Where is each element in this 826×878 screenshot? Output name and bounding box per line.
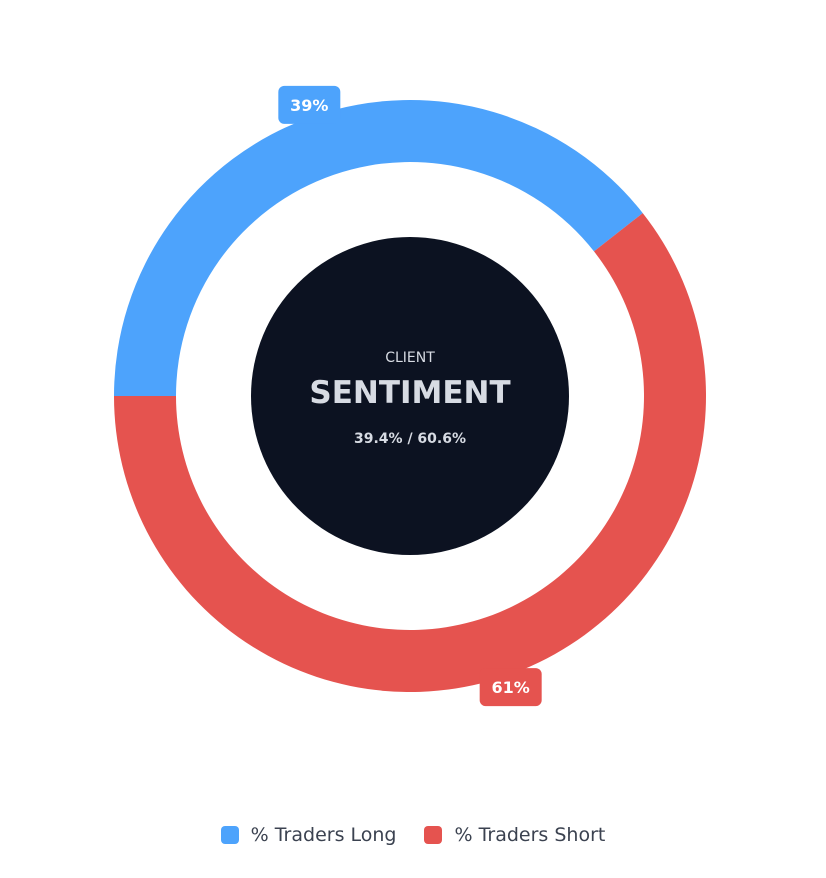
legend-item-traders-long[interactable]: % Traders Long — [220, 824, 397, 846]
chart-legend: % Traders Long % Traders Short — [0, 824, 826, 846]
data-label-text: 61% — [492, 678, 530, 697]
donut-slices — [114, 100, 706, 692]
legend-swatch-short — [424, 826, 443, 844]
data-label-badge — [479, 668, 542, 707]
center-disc — [251, 237, 569, 555]
sentiment-donut-chart: CLIENT SENTIMENT 39.4% / 60.6% 39% 61% — [114, 85, 706, 707]
legend-label-long: % Traders Long — [250, 824, 397, 846]
legend-swatch-long — [220, 826, 239, 844]
center-label-ratio: 39.4% / 60.6% — [354, 431, 466, 447]
data-label-short: 61% — [479, 668, 542, 707]
legend-label-short: % Traders Short — [454, 824, 606, 846]
center-label-sentiment: SENTIMENT — [309, 375, 510, 411]
data-label-text: 39% — [290, 96, 328, 115]
center-label-client: CLIENT — [385, 350, 435, 366]
donut-slice-long[interactable] — [114, 100, 643, 396]
data-labels: 39% 61% — [278, 85, 542, 707]
data-label-badge — [278, 85, 341, 124]
donut-slice-short[interactable] — [114, 213, 706, 692]
legend-item-traders-short[interactable]: % Traders Short — [424, 824, 605, 846]
data-label-long: 39% — [278, 85, 341, 124]
